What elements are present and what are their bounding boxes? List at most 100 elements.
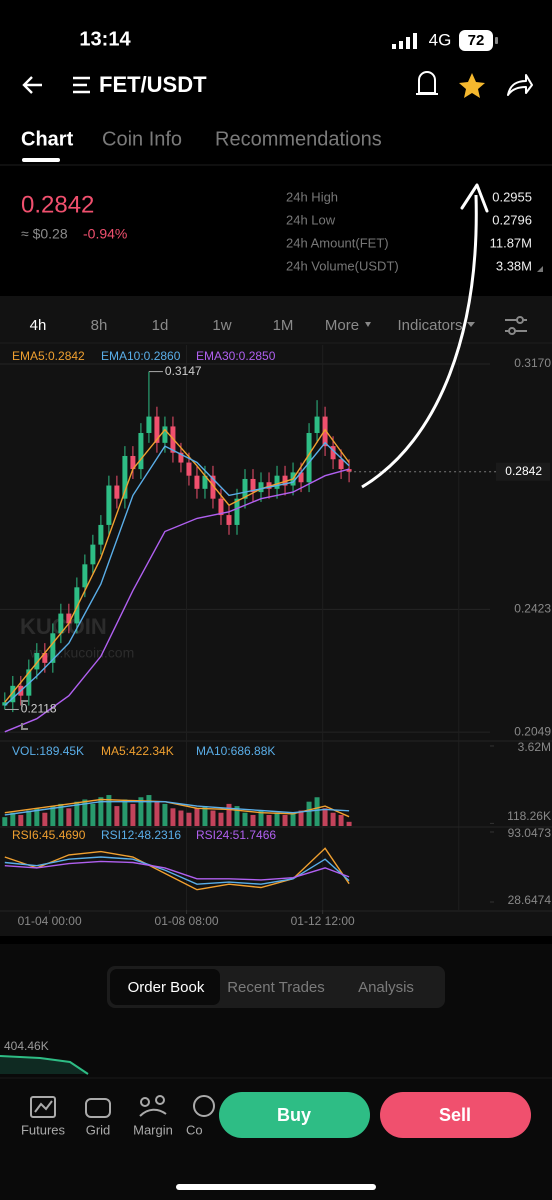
candle-body <box>50 633 56 663</box>
candle-body <box>58 613 64 634</box>
candle-body <box>146 416 152 433</box>
y-tick-label: 0.3170 <box>514 356 551 370</box>
fiat-price: ≈ $0.28 <box>21 226 68 242</box>
timeframe-tab[interactable]: 1d <box>152 317 169 334</box>
candle-body <box>218 498 224 516</box>
stat-label: 24h Low <box>286 212 336 227</box>
back-button[interactable] <box>22 76 42 94</box>
candle-body <box>162 426 168 443</box>
buy-button[interactable] <box>219 1092 370 1138</box>
legend-entry: RSI12:48.2316 <box>101 828 181 842</box>
volume-bar <box>34 808 40 826</box>
y-tick-label: 0.2049 <box>514 724 551 738</box>
timeframe-tab[interactable]: More <box>325 317 359 334</box>
annotation-arrowhead <box>460 183 489 213</box>
candle-body <box>42 652 48 663</box>
candle-body <box>130 455 136 470</box>
indicator-line <box>4 441 350 707</box>
settings-icon[interactable] <box>505 316 527 335</box>
tab[interactable]: Recommendations <box>215 128 382 150</box>
candle-body <box>330 446 336 460</box>
grid-icon[interactable] <box>85 1098 111 1118</box>
volume-bar <box>170 808 176 826</box>
segment-tab[interactable]: Analysis <box>358 979 414 996</box>
legend-entry: EMA30:0.2850 <box>196 349 276 363</box>
candle-body <box>90 544 96 565</box>
volume-bar <box>234 806 240 826</box>
volume-bar <box>322 808 328 826</box>
sell-label[interactable]: Sell <box>439 1105 471 1125</box>
timeframe-tab[interactable]: Indicators <box>397 317 462 334</box>
last-price-label: 0.2842 <box>505 464 542 478</box>
stat-value: 0.2955 <box>492 189 532 204</box>
segment-tab[interactable]: Recent Trades <box>227 979 325 996</box>
volume-bar <box>338 814 344 826</box>
segment-tab[interactable]: Order Book <box>128 979 205 996</box>
nav-label[interactable]: Margin <box>133 1122 173 1137</box>
candle-body <box>210 475 216 499</box>
dropdown-caret[interactable] <box>467 322 475 327</box>
nav-label[interactable]: Grid <box>86 1122 111 1137</box>
volume-bar <box>282 814 288 826</box>
candle-body <box>250 478 256 493</box>
volume-bar <box>202 806 208 826</box>
y-tick-label: 3.62M <box>518 740 551 754</box>
signal-icon <box>392 33 417 49</box>
y-tick-label: 0.2423 <box>514 601 551 615</box>
x-tick-label: 01-12 12:00 <box>291 914 355 928</box>
candle-body <box>202 475 208 489</box>
sell-button[interactable] <box>380 1092 531 1138</box>
menu-icon[interactable] <box>73 76 90 94</box>
volume-bar <box>138 797 144 826</box>
favorite-star[interactable] <box>459 73 485 98</box>
timeframe-tab[interactable]: 4h <box>30 317 47 334</box>
volume-bar <box>66 808 72 826</box>
nav-label[interactable]: Futures <box>21 1122 66 1137</box>
corner-mark <box>537 266 543 272</box>
tab[interactable]: Coin Info <box>102 128 182 150</box>
annotation-arrow <box>361 194 478 489</box>
legend-entry: MA10:686.88K <box>196 744 275 758</box>
volume-bar <box>90 803 96 826</box>
volume-bar <box>194 808 200 826</box>
depth-label: 404.46K <box>4 1039 49 1053</box>
extreme-label: 0.3147 <box>165 364 202 378</box>
volume-bar <box>122 799 128 826</box>
stat-label: 24h Volume(USDT) <box>286 258 399 273</box>
home-indicator <box>176 1184 376 1190</box>
volume-bar <box>154 801 160 826</box>
candle-body <box>314 416 320 433</box>
volume-bar <box>162 803 168 826</box>
alert-icon[interactable] <box>416 71 438 95</box>
price-change: -0.94% <box>83 226 127 242</box>
tab[interactable]: Chart <box>21 128 74 150</box>
margin-icon[interactable] <box>140 1097 150 1107</box>
volume-bar <box>258 810 264 826</box>
volume-bar <box>2 817 8 826</box>
copy-icon[interactable] <box>193 1095 215 1117</box>
candle-body <box>98 524 104 545</box>
volume-bar <box>114 806 120 826</box>
timeframe-tab[interactable]: 1M <box>273 317 294 334</box>
buy-label[interactable]: Buy <box>277 1105 311 1125</box>
volume-bar <box>266 814 272 826</box>
candle-body <box>114 485 120 499</box>
volume-bar <box>58 803 64 826</box>
candle-body <box>34 652 40 670</box>
volume-bar <box>330 812 336 826</box>
candle-body <box>282 475 288 486</box>
timeframe-tab[interactable]: 8h <box>91 317 108 334</box>
nav-label[interactable]: Co <box>186 1122 203 1137</box>
futures-icon[interactable] <box>30 1096 56 1118</box>
status-battery: 72 <box>468 32 485 49</box>
fullscreen-icon[interactable] <box>21 700 28 730</box>
legend-entry: RSI6:45.4690 <box>12 828 86 842</box>
timeframe-tab[interactable]: 1w <box>212 317 231 334</box>
volume-bar <box>290 812 296 826</box>
dropdown-caret[interactable] <box>365 322 371 327</box>
volume-bar <box>242 812 248 826</box>
legend-entry: RSI24:51.7466 <box>196 828 276 842</box>
share-icon[interactable] <box>507 74 533 96</box>
last-price-tag <box>496 462 550 481</box>
